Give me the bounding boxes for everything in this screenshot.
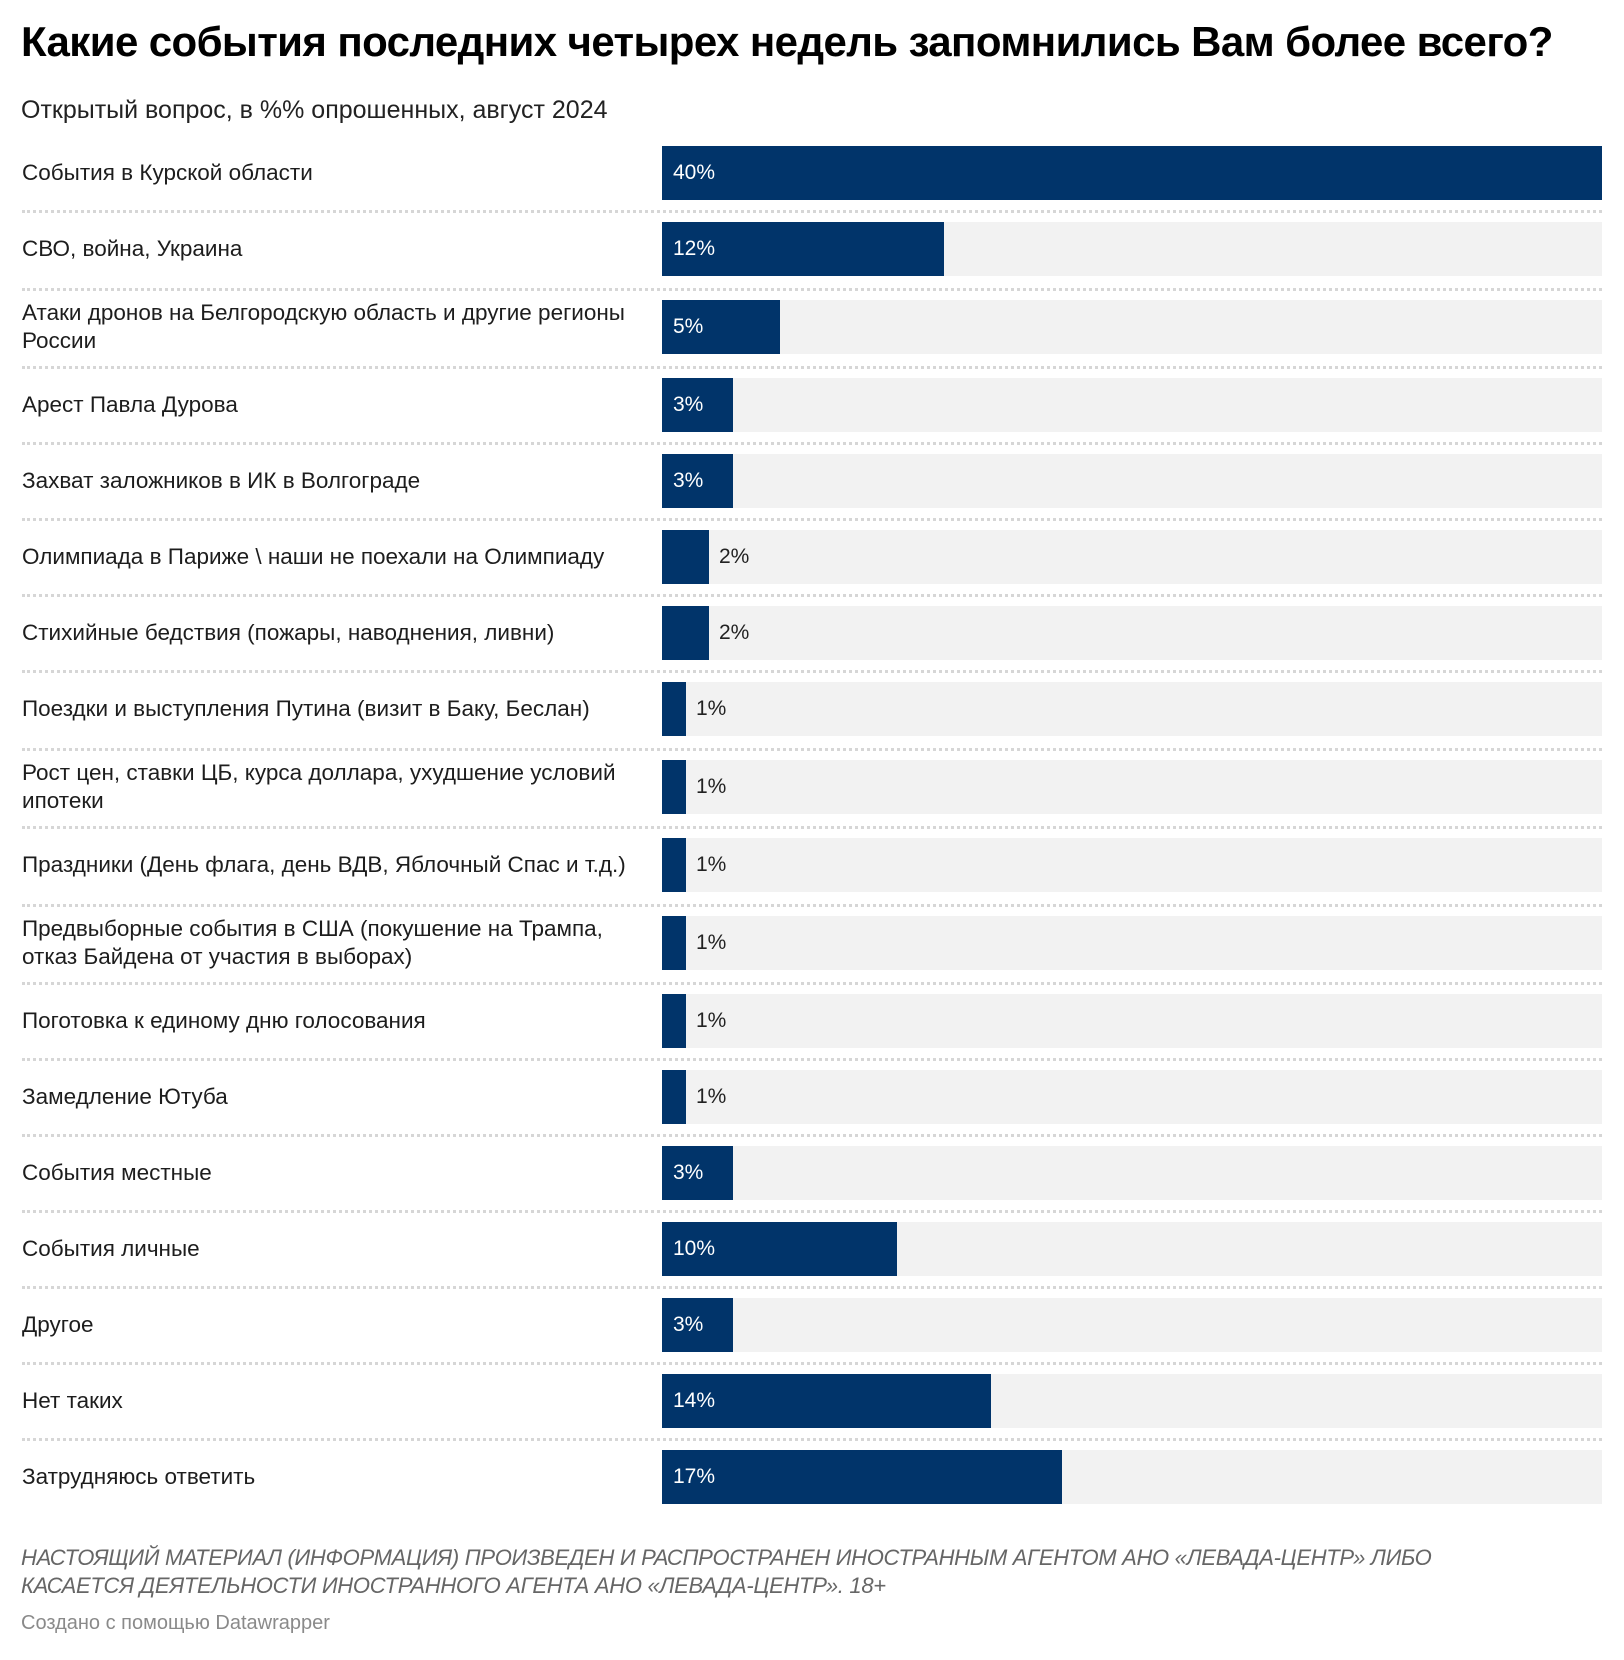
bar — [662, 916, 686, 970]
value-label: 2% — [719, 621, 750, 644]
value-label: 2% — [719, 545, 750, 568]
bar-track: 1% — [662, 682, 1602, 736]
value-label: 3% — [673, 1313, 704, 1336]
bar-track: 5% — [662, 300, 1602, 354]
category-label: Замедление Ютуба — [22, 1084, 228, 1109]
category-label: События в Курской области — [22, 160, 313, 185]
bar-track: 10% — [662, 1222, 1602, 1276]
bar — [662, 994, 686, 1048]
foreign-agent-notice: НАСТОЯЩИЙ МАТЕРИАЛ (ИНФОРМАЦИЯ) ПРОИЗВЕД… — [21, 1545, 1432, 1598]
value-label: 3% — [673, 1161, 704, 1184]
value-label: 1% — [696, 1009, 727, 1032]
bar-track: 12% — [662, 222, 1602, 276]
chart-title: Какие события последних четырех недель з… — [21, 18, 1553, 65]
row-separator — [22, 288, 1602, 291]
bar — [662, 146, 1602, 200]
value-label: 3% — [673, 393, 704, 416]
row-separator — [22, 904, 1602, 907]
row-separator — [22, 1438, 1602, 1441]
bar — [662, 454, 733, 508]
row-separator — [22, 1058, 1602, 1061]
chart-subtitle: Открытый вопрос, в %% опрошенных, август… — [21, 96, 608, 124]
category-label: События местные — [22, 1160, 212, 1185]
bar — [662, 300, 780, 354]
category-label: Стихийные бедствия (пожары, наводнения, … — [22, 620, 555, 645]
bar-track: 40% — [662, 146, 1602, 200]
bar — [662, 1146, 733, 1200]
row-separator — [22, 366, 1602, 369]
bar-track: 1% — [662, 994, 1602, 1048]
value-label: 1% — [696, 697, 727, 720]
bar — [662, 1450, 1062, 1504]
row-separator — [22, 442, 1602, 445]
row-separator — [22, 518, 1602, 521]
value-label: 1% — [696, 853, 727, 876]
row-separator — [22, 594, 1602, 597]
bar — [662, 838, 686, 892]
row-separator — [22, 982, 1602, 985]
value-label: 10% — [673, 1237, 716, 1260]
category-label: Праздники (День флага, день ВДВ, Яблочны… — [22, 852, 626, 877]
bar-track: 2% — [662, 530, 1602, 584]
category-label: Арест Павла Дурова — [22, 392, 238, 417]
bar-track: 1% — [662, 916, 1602, 970]
bar — [662, 1222, 897, 1276]
category-label: Нет таких — [22, 1388, 123, 1413]
value-label: 1% — [696, 775, 727, 798]
bar-track: 14% — [662, 1374, 1602, 1428]
category-label: Затрудняюсь ответить — [22, 1464, 256, 1489]
bar — [662, 530, 709, 584]
bar-track: 3% — [662, 1298, 1602, 1352]
category-label: Поготовка к единому дню голосования — [22, 1008, 426, 1033]
row-separator — [22, 1286, 1602, 1289]
value-label: 5% — [673, 315, 704, 338]
value-label: 12% — [673, 237, 716, 260]
bar-track: 3% — [662, 454, 1602, 508]
value-label: 14% — [673, 1389, 716, 1412]
value-label: 17% — [673, 1465, 716, 1488]
bar — [662, 378, 733, 432]
bar-track: 2% — [662, 606, 1602, 660]
category-label: Рост цен, ставки ЦБ, курса доллара, ухуд… — [22, 760, 616, 813]
value-label: 1% — [696, 1085, 727, 1108]
datawrapper-credit[interactable]: Создано с помощью Datawrapper — [21, 1612, 330, 1634]
bar-track: 1% — [662, 1070, 1602, 1124]
bar — [662, 606, 709, 660]
category-label: Олимпиада в Париже \ наши не поехали на … — [22, 544, 605, 569]
value-label: 40% — [673, 161, 716, 184]
bar-track: 17% — [662, 1450, 1602, 1504]
row-separator — [22, 1210, 1602, 1213]
bar-track: 1% — [662, 838, 1602, 892]
category-label: Предвыборные события в США (покушение на… — [22, 916, 603, 969]
row-separator — [22, 748, 1602, 751]
value-label: 3% — [673, 469, 704, 492]
bar-track: 3% — [662, 1146, 1602, 1200]
bar — [662, 1070, 686, 1124]
category-label: Другое — [22, 1312, 94, 1337]
row-separator — [22, 1134, 1602, 1137]
category-label: Поездки и выступления Путина (визит в Ба… — [22, 696, 590, 721]
category-label: Захват заложников в ИК в Волгограде — [22, 468, 421, 493]
bar-track: 3% — [662, 378, 1602, 432]
bar — [662, 222, 944, 276]
bar — [662, 760, 686, 814]
bar — [662, 1374, 991, 1428]
value-label: 1% — [696, 931, 727, 954]
row-separator — [22, 670, 1602, 673]
row-separator — [22, 210, 1602, 213]
category-label: СВО, война, Украина — [22, 236, 243, 261]
bar — [662, 682, 686, 736]
row-separator — [22, 826, 1602, 829]
bar — [662, 1298, 733, 1352]
category-label: События личные — [22, 1236, 200, 1261]
bar-track: 1% — [662, 760, 1602, 814]
category-label: Атаки дронов на Белгородскую область и д… — [22, 300, 625, 353]
row-separator — [22, 1362, 1602, 1365]
